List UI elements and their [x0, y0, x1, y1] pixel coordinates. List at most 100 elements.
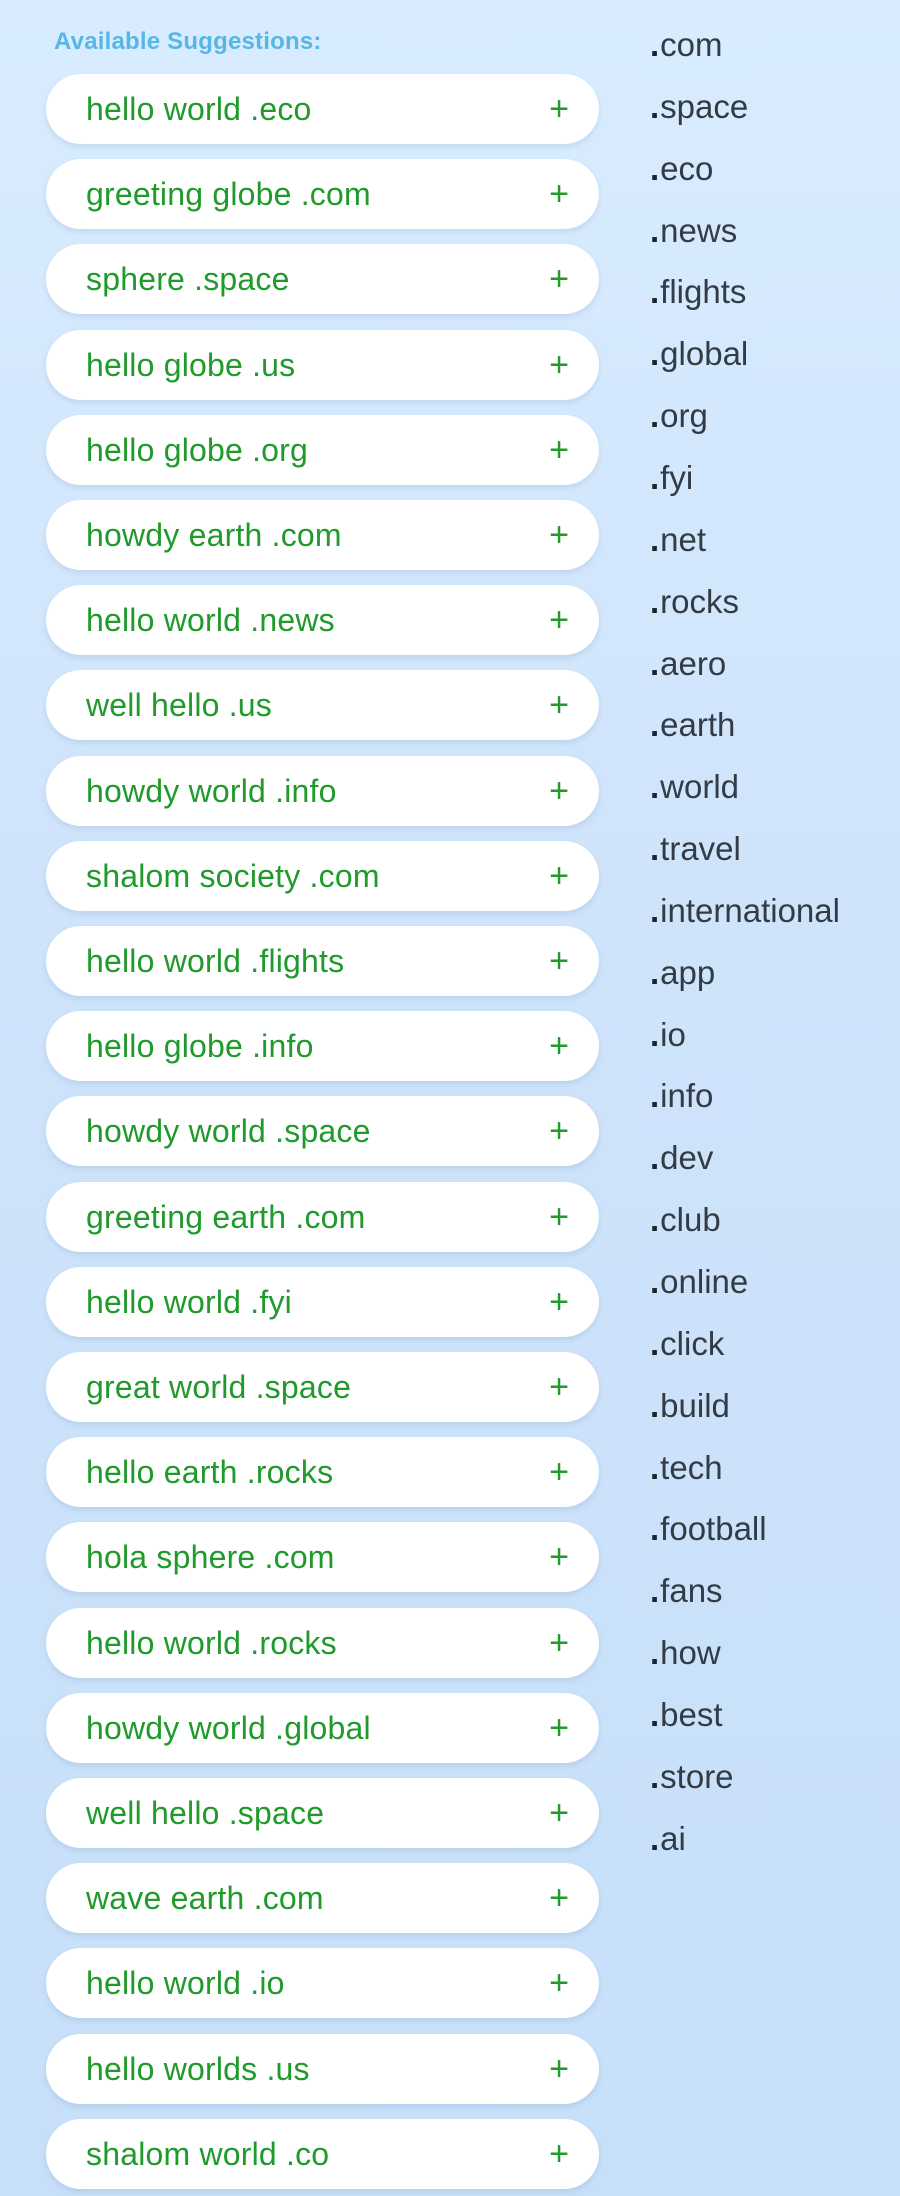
tld-item[interactable]: .international	[650, 892, 840, 930]
plus-icon[interactable]: +	[549, 1283, 569, 1321]
suggestion-item[interactable]: hello world .eco +	[46, 74, 599, 144]
suggestion-item[interactable]: hola sphere .com +	[46, 1522, 599, 1592]
plus-icon[interactable]: +	[549, 2050, 569, 2088]
tld-item[interactable]: .eco	[650, 150, 713, 188]
tld-item[interactable]: .fyi	[650, 459, 693, 497]
tld-label: fyi	[660, 459, 694, 496]
suggestion-domain: greeting globe .com	[86, 175, 371, 212]
suggestion-item[interactable]: greeting earth .com +	[46, 1182, 599, 1252]
tld-item[interactable]: .ai	[650, 1820, 686, 1858]
tld-item[interactable]: .info	[650, 1077, 713, 1115]
suggestion-item[interactable]: hello worlds .us +	[46, 2034, 599, 2104]
suggestion-item[interactable]: greeting globe .com +	[46, 159, 599, 229]
plus-icon[interactable]: +	[549, 1112, 569, 1150]
plus-icon[interactable]: +	[549, 175, 569, 213]
suggestion-domain: shalom world .co	[86, 2135, 330, 2172]
tld-item[interactable]: .io	[650, 1016, 686, 1054]
plus-icon[interactable]: +	[549, 1368, 569, 1406]
suggestion-item[interactable]: well hello .space +	[46, 1778, 599, 1848]
plus-icon[interactable]: +	[549, 2135, 569, 2173]
tld-item[interactable]: .travel	[650, 830, 741, 868]
tld-item[interactable]: .earth	[650, 706, 735, 744]
suggestion-item[interactable]: howdy world .info +	[46, 756, 599, 826]
plus-icon[interactable]: +	[549, 346, 569, 384]
suggestion-domain: howdy world .space	[86, 1112, 371, 1149]
plus-icon[interactable]: +	[549, 1709, 569, 1747]
tld-item[interactable]: .build	[650, 1387, 730, 1425]
tld-item[interactable]: .news	[650, 212, 737, 250]
tld-item[interactable]: .org	[650, 397, 708, 435]
plus-icon[interactable]: +	[549, 1624, 569, 1662]
suggestion-item[interactable]: howdy world .global +	[46, 1693, 599, 1763]
tld-item[interactable]: .net	[650, 521, 706, 559]
tld-dot: .	[650, 1572, 660, 1609]
suggestion-item[interactable]: shalom society .com +	[46, 841, 599, 911]
tld-item[interactable]: .fans	[650, 1572, 723, 1610]
tld-dot: .	[650, 1263, 660, 1300]
tld-label: info	[660, 1077, 714, 1114]
tld-item[interactable]: .online	[650, 1263, 748, 1301]
tld-item[interactable]: .dev	[650, 1139, 713, 1177]
suggestion-item[interactable]: hello world .news +	[46, 585, 599, 655]
plus-icon[interactable]: +	[549, 601, 569, 639]
tld-dot: .	[650, 1510, 660, 1547]
plus-icon[interactable]: +	[549, 90, 569, 128]
suggestion-domain: hello earth .rocks	[86, 1453, 334, 1490]
suggestion-item[interactable]: howdy earth .com +	[46, 500, 599, 570]
tld-label: fans	[660, 1572, 723, 1609]
tld-item[interactable]: .rocks	[650, 583, 739, 621]
suggestion-domain: hello world .fyi	[86, 1283, 292, 1320]
tld-item[interactable]: .best	[650, 1696, 723, 1734]
tld-item[interactable]: .space	[650, 88, 748, 126]
tld-item[interactable]: .tech	[650, 1449, 723, 1487]
suggestion-item[interactable]: hello globe .org +	[46, 415, 599, 485]
plus-icon[interactable]: +	[549, 1027, 569, 1065]
tld-item[interactable]: .how	[650, 1634, 721, 1672]
suggestion-item[interactable]: well hello .us +	[46, 670, 599, 740]
suggestion-item[interactable]: hello world .flights +	[46, 926, 599, 996]
tld-item[interactable]: .aero	[650, 645, 726, 683]
tld-dot: .	[650, 1201, 660, 1238]
plus-icon[interactable]: +	[549, 1879, 569, 1917]
suggestion-item[interactable]: hello world .rocks +	[46, 1608, 599, 1678]
plus-icon[interactable]: +	[549, 772, 569, 810]
tld-dot: .	[650, 768, 660, 805]
tld-item[interactable]: .com	[650, 26, 723, 64]
tld-item[interactable]: .world	[650, 768, 739, 806]
tld-item[interactable]: .flights	[650, 273, 746, 311]
suggestion-item[interactable]: howdy world .space +	[46, 1096, 599, 1166]
plus-icon[interactable]: +	[549, 1794, 569, 1832]
tld-label: travel	[660, 830, 741, 867]
suggestion-item[interactable]: wave earth .com +	[46, 1863, 599, 1933]
tld-label: store	[660, 1758, 734, 1795]
suggestion-item[interactable]: shalom world .co +	[46, 2119, 599, 2189]
plus-icon[interactable]: +	[549, 857, 569, 895]
plus-icon[interactable]: +	[549, 686, 569, 724]
plus-icon[interactable]: +	[549, 942, 569, 980]
suggestion-item[interactable]: hello globe .info +	[46, 1011, 599, 1081]
plus-icon[interactable]: +	[549, 1964, 569, 2002]
tld-item[interactable]: .club	[650, 1201, 721, 1239]
suggestion-item[interactable]: sphere .space +	[46, 244, 599, 314]
plus-icon[interactable]: +	[549, 516, 569, 554]
tld-item[interactable]: .store	[650, 1758, 734, 1796]
tld-dot: .	[650, 1077, 660, 1114]
tld-item[interactable]: .app	[650, 954, 715, 992]
plus-icon[interactable]: +	[549, 1453, 569, 1491]
tld-label: app	[660, 954, 716, 991]
suggestion-item[interactable]: hello earth .rocks +	[46, 1437, 599, 1507]
suggestion-item[interactable]: hello globe .us +	[46, 330, 599, 400]
plus-icon[interactable]: +	[549, 1198, 569, 1236]
tld-item[interactable]: .global	[650, 335, 748, 373]
suggestion-item[interactable]: hello world .fyi +	[46, 1267, 599, 1337]
tld-label: global	[660, 335, 749, 372]
tld-dot: .	[650, 88, 660, 125]
suggestion-item[interactable]: hello world .io +	[46, 1948, 599, 2018]
suggestion-item[interactable]: great world .space +	[46, 1352, 599, 1422]
tld-item[interactable]: .football	[650, 1510, 767, 1548]
plus-icon[interactable]: +	[549, 260, 569, 298]
plus-icon[interactable]: +	[549, 431, 569, 469]
tld-item[interactable]: .click	[650, 1325, 724, 1363]
plus-icon[interactable]: +	[549, 1538, 569, 1576]
